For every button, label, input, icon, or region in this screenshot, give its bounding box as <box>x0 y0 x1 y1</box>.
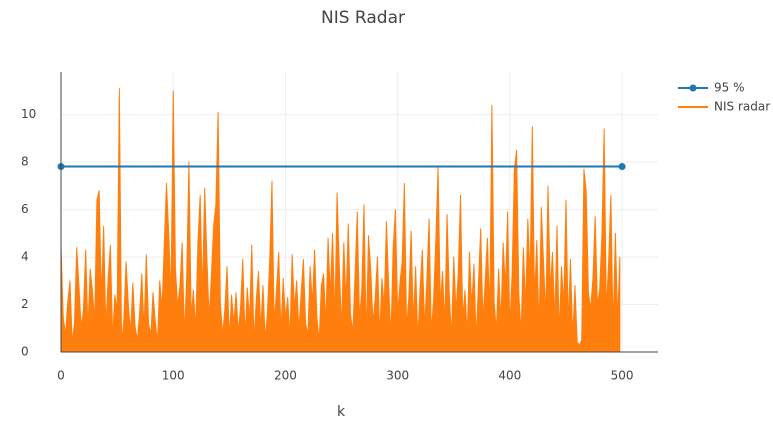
legend-marker <box>689 84 697 92</box>
marker <box>618 163 626 171</box>
y-tick-label: 6 <box>21 202 29 216</box>
y-tick-label: 8 <box>21 155 29 169</box>
x-tick-label: 400 <box>498 369 521 383</box>
area <box>60 88 621 353</box>
x-tick-label: 500 <box>611 369 634 383</box>
y-tick-label: 4 <box>21 250 29 264</box>
legend-label: NIS radar <box>714 100 770 114</box>
x-axis-title: k <box>337 404 346 420</box>
x-tick-label: 0 <box>57 369 65 383</box>
y-tick-label: 10 <box>21 107 36 121</box>
x-tick-label: 300 <box>386 369 409 383</box>
legend-label: 95 % <box>714 81 745 95</box>
x-tick-label: 100 <box>162 369 185 383</box>
y-tick-label: 2 <box>21 297 29 311</box>
chart-title: NIS Radar <box>321 8 405 28</box>
x-tick-label: 200 <box>274 369 297 383</box>
y-tick-label: 0 <box>21 345 29 359</box>
